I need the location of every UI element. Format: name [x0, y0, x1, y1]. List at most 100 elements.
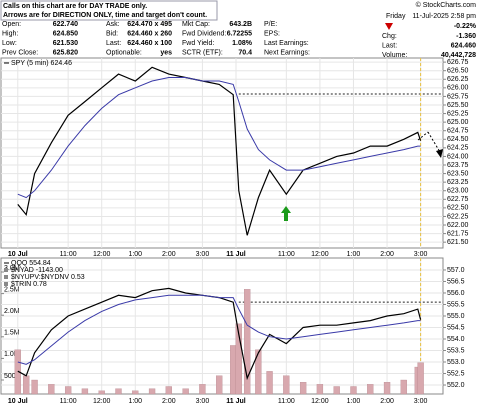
volume-bar — [283, 375, 290, 395]
x-tick-label: 2:00 — [162, 398, 176, 405]
y-tick-label: 623.75 — [447, 162, 469, 169]
x-tick-label: 3:00 — [414, 398, 428, 405]
x-tick-label: 3:00 — [414, 251, 428, 258]
y-tick-label: 626.00 — [447, 85, 469, 92]
up-arrow — [281, 206, 291, 221]
y-tick-label: 625.25 — [447, 110, 469, 117]
y-tick-label: 624.00 — [447, 153, 469, 160]
summary-label: Last: — [382, 42, 397, 49]
volume-bar — [115, 388, 122, 395]
legend-swatch — [4, 282, 8, 286]
volume-bar — [23, 375, 30, 395]
volume-bar — [417, 362, 424, 395]
x-tick-label: 12:00 — [93, 398, 111, 405]
volume-bar — [299, 382, 307, 395]
legend-entry: QQQ 554.84 — [11, 260, 51, 267]
x-tick-label: 11 Jul — [226, 398, 246, 405]
y2-tick-label: 500K — [4, 373, 21, 380]
price-line — [17, 294, 421, 365]
y-tick-label: 622.25 — [447, 213, 469, 220]
volume-bar — [235, 323, 242, 395]
y-tick-label: 552.0 — [447, 382, 465, 389]
volume-bar — [400, 379, 407, 395]
quote-value: 643.2B — [229, 21, 252, 28]
volume-bar — [333, 386, 340, 395]
legend-entry: $TRIN 0.78 — [11, 281, 47, 288]
y-tick-label: 625.00 — [447, 119, 469, 126]
quote-value: 1.08% — [232, 40, 253, 47]
y-tick-label: 557.0 — [447, 267, 465, 274]
earnings-label: Next Earnings: — [264, 49, 310, 56]
quote-value: 624.460 x 100 — [127, 40, 172, 47]
y-tick-label: 556.0 — [447, 290, 465, 297]
earnings-label: EPS: — [264, 30, 280, 37]
y-tick-label: 622.75 — [447, 196, 469, 203]
volume-bar — [165, 386, 172, 395]
quote-label: Fwd Yield: — [182, 40, 214, 47]
y-tick-label: 624.75 — [447, 128, 469, 135]
quote-label: Mkt Cap: — [182, 21, 210, 28]
volume-bar — [48, 384, 55, 395]
volume-bar — [266, 371, 273, 395]
y-tick-label: 556.5 — [447, 278, 465, 285]
volume-bar — [148, 388, 156, 395]
y-tick-label: 625.50 — [447, 102, 469, 109]
y-tick-label: 621.50 — [447, 239, 469, 246]
volume-bar — [132, 390, 139, 395]
watermark: © StockCharts.com — [416, 1, 477, 9]
y-tick-label: 554.5 — [447, 324, 465, 331]
down-arrow — [417, 131, 443, 158]
legend-entry: $NYUPV:$NYDNV 0.53 — [11, 274, 85, 281]
panel: 557.0 556.5 556.0 555.5 555.0 554.5 554.0 553.5… — [0, 257, 465, 405]
summary-value: 624.460 — [451, 42, 476, 49]
volume-bar — [316, 384, 324, 395]
quote-value: 624.460 x 260 — [127, 30, 172, 37]
summary-label: Chg: — [382, 33, 397, 40]
x-tick-label: 12:00 — [93, 251, 111, 258]
quote-value: 624.850 — [53, 30, 78, 37]
volume-bar — [350, 386, 357, 395]
earnings-label: P/E: — [264, 21, 277, 28]
y-tick-label: 626.50 — [447, 68, 469, 75]
quote-label: Low: — [2, 40, 17, 47]
quote-value: 621.530 — [53, 40, 78, 47]
x-tick-label: 3:00 — [196, 398, 210, 405]
y-tick-label: 623.00 — [447, 188, 469, 195]
x-tick-label: 11 Jul — [226, 251, 246, 258]
x-tick-label: 10 Jul — [8, 251, 28, 258]
volume-bar — [98, 390, 105, 395]
quote-date: 11-Jul-2025 2:58 pm — [412, 13, 476, 20]
volume-bar — [216, 375, 223, 395]
y-tick-label: 623.25 — [447, 179, 469, 186]
y-tick-label: 622.00 — [447, 222, 469, 229]
y-tick-label: 555.0 — [447, 313, 465, 320]
x-tick-label: 1:00 — [128, 398, 142, 405]
legend-entry: $NYAD -1143.00 — [11, 267, 63, 274]
quote-value: 70.4 — [238, 49, 252, 56]
y-tick-label: 553.5 — [447, 347, 465, 354]
y2-tick-label: 2.0M — [4, 308, 20, 315]
quote-label: Bid: — [106, 30, 118, 37]
plot-area — [0, 257, 444, 395]
quote-label: High: — [2, 30, 18, 37]
y2-tick-label: 3.0M — [4, 265, 20, 272]
quote-label: Ask: — [106, 21, 120, 28]
y-tick-label: 623.50 — [447, 170, 469, 177]
x-tick-label: 11:00 — [60, 398, 77, 405]
y-tick-label: 626.75 — [447, 59, 469, 66]
legend-entry: SPY (5 min) 624.46 — [11, 60, 72, 67]
y-tick-label: 553.0 — [447, 359, 465, 366]
quote-label: SCTR (ETF): — [182, 49, 223, 56]
notice-text: Arrows are for DIRECTION ONLY, time and … — [3, 12, 207, 19]
notice-box — [0, 0, 218, 21]
x-tick-label: 2:00 — [162, 251, 176, 258]
y-tick-label: 554.0 — [447, 336, 465, 343]
volume-bar — [64, 386, 72, 395]
volume-bar — [81, 388, 89, 395]
quote-day: Friday — [386, 13, 406, 20]
earnings-label: Last Earnings: — [264, 40, 309, 47]
volume-bar — [255, 349, 262, 395]
notice-text: Calls on this chart are for DAY TRADE on… — [3, 3, 147, 10]
y-tick-label: 621.75 — [447, 230, 469, 237]
